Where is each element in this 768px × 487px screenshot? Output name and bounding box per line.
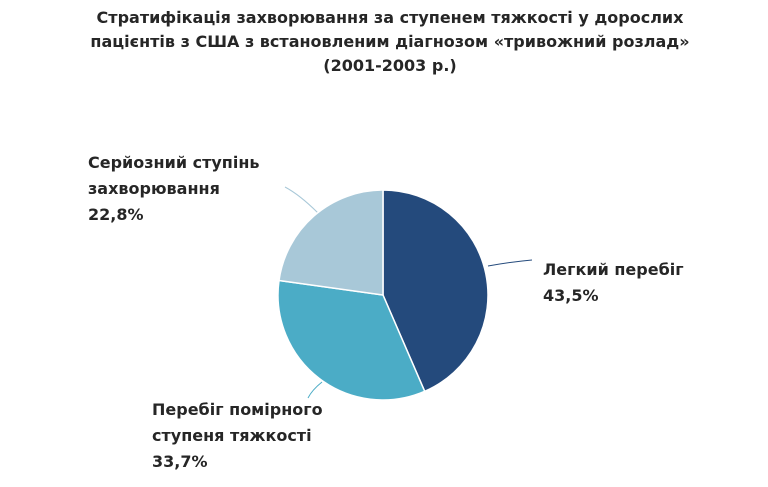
value-label: 43,5% xyxy=(543,286,599,305)
leader-line xyxy=(487,259,533,267)
value-label: 33,7% xyxy=(152,452,208,471)
chart-title: Стратифікація захворювання за ступенем т… xyxy=(90,8,690,75)
leader-line xyxy=(307,381,323,399)
value-label: 22,8% xyxy=(88,205,144,224)
pie-slice xyxy=(277,279,426,401)
pie-slice xyxy=(278,189,384,296)
category-label: Серйозний ступінь захворювання xyxy=(88,153,260,198)
slice-label: Серйозний ступінь захворювання 22,8% xyxy=(88,150,308,228)
slice-label: Легкий перебіг 43,5% xyxy=(543,257,743,309)
category-label: Легкий перебіг xyxy=(543,260,684,279)
slice-label: Перебіг помірного ступеня тяжкості 33,7% xyxy=(152,397,352,475)
leader-line xyxy=(284,186,319,214)
pie-slice xyxy=(382,189,489,393)
category-label: Перебіг помірного ступеня тяжкості xyxy=(152,400,323,445)
